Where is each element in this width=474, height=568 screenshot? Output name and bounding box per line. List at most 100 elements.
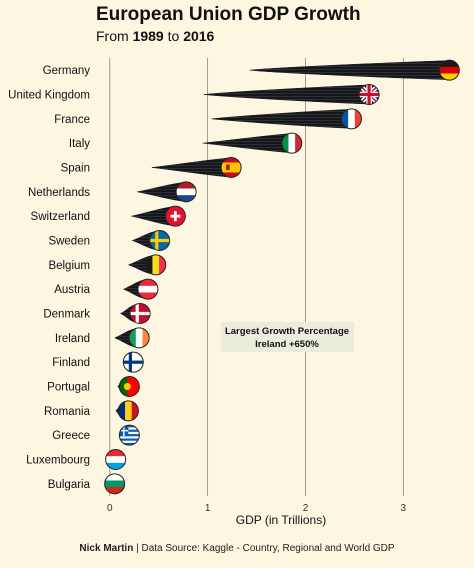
- flag-outline: [220, 157, 242, 178]
- flag-body: [145, 254, 166, 275]
- flag-stripe: [129, 327, 137, 348]
- flag-stripe: [176, 181, 197, 189]
- country-label-bulgaria: Bulgaria: [48, 479, 91, 491]
- caption-source: | Data Source: Kaggle - Country, Regiona…: [133, 543, 395, 554]
- ireland-flag-icon: [128, 327, 150, 349]
- annotation-line-2: Ireland +650%: [255, 339, 319, 350]
- flag-body: [359, 84, 380, 105]
- flag-body: [149, 230, 170, 251]
- flag-cross-h: [149, 238, 170, 243]
- caption-author: Nick Martin: [79, 543, 134, 554]
- sweden-flag-icon: [149, 230, 171, 251]
- spain-flag-icon: [220, 157, 242, 178]
- flag-stripe: [104, 480, 125, 488]
- germany-flag-icon: [438, 59, 460, 81]
- flag-stripe: [119, 442, 140, 446]
- bar-germany: [249, 60, 450, 80]
- flag-body: [341, 108, 362, 129]
- netherlands-flag-icon: [175, 181, 197, 203]
- country-label-denmark: Denmark: [43, 309, 90, 321]
- bar-france: [211, 109, 352, 129]
- flag-stripe: [118, 400, 126, 421]
- flag-stripe: [137, 292, 158, 300]
- flag-cross-h: [123, 360, 144, 364]
- country-label-greece: Greece: [52, 430, 90, 442]
- flag-outline: [145, 254, 167, 276]
- flag-stripe: [119, 427, 140, 430]
- flag-outline: [175, 181, 197, 203]
- flag-body: [104, 473, 125, 494]
- country-label-switzerland: Switzerland: [31, 211, 90, 223]
- flag-stripe: [145, 254, 153, 275]
- flag-outline: [118, 376, 140, 397]
- italy-flag-icon: [281, 132, 303, 154]
- subtitle-end-year: 2016: [183, 28, 215, 44]
- flag-stripe: [221, 172, 242, 178]
- country-label-italy: Italy: [69, 138, 90, 150]
- flag-stripe: [119, 425, 140, 428]
- flag-body: [176, 181, 197, 202]
- flag-outline: [129, 303, 151, 324]
- flag-body: [119, 425, 140, 446]
- flag-cross-red: [359, 92, 380, 97]
- country-label-belgium: Belgium: [48, 260, 90, 272]
- annotation-box: Largest Growth Percentage Ireland +650%: [221, 322, 354, 352]
- denmark-flag-icon: [129, 303, 151, 324]
- flag-outline: [104, 473, 126, 495]
- flag-stripe: [348, 108, 356, 129]
- flag-stripe: [152, 254, 160, 275]
- x-tick-label: 0: [107, 503, 113, 514]
- bar-spain: [151, 157, 232, 178]
- annotation-background: [221, 322, 354, 352]
- flag-stripe: [295, 133, 302, 154]
- flag-cross-h: [130, 311, 151, 316]
- country-label-finland: Finland: [52, 357, 90, 369]
- flag-body: [439, 60, 460, 81]
- uk-flag-icon: [358, 84, 380, 105]
- flag-outline: [438, 59, 460, 81]
- subtitle-start-year: 1989: [132, 28, 164, 44]
- flag-stripe: [119, 436, 140, 439]
- flag-emblem: [226, 164, 230, 170]
- country-labels: Germany United Kingdom France Italy Spain Net…: [8, 65, 90, 491]
- flag-outline: [137, 278, 159, 300]
- chart-subtitle: From 1989 to 2016: [96, 28, 214, 44]
- annotation-line-1: Largest Growth Percentage: [225, 326, 349, 337]
- country-label-austria: Austria: [54, 284, 90, 296]
- flag-body: [165, 206, 186, 227]
- bar-italy: [202, 133, 293, 153]
- flag-outline: [118, 424, 140, 446]
- country-label-germany: Germany: [43, 65, 91, 77]
- country-label-portugal: Portugal: [47, 382, 90, 394]
- flag-stripe: [105, 456, 126, 464]
- country-label-sweden: Sweden: [48, 236, 90, 248]
- flag-outline: [340, 108, 362, 130]
- switzerland-flag-icon: [164, 205, 186, 227]
- flag-outline: [105, 449, 127, 470]
- flag-body: [129, 327, 150, 348]
- flag-stripe: [439, 66, 460, 74]
- flag-outline: [164, 205, 186, 227]
- flag-stripe: [131, 400, 139, 421]
- x-tick-label: 3: [401, 503, 407, 514]
- flag-stripe: [119, 434, 140, 437]
- luxembourg-flag-icon: [105, 449, 127, 470]
- france-flag-icon: [340, 108, 362, 130]
- flag-body: [137, 279, 158, 300]
- flag-field-green: [119, 376, 128, 397]
- country-label-romania: Romania: [44, 406, 91, 418]
- chart-title: European Union GDP Growth: [96, 4, 361, 25]
- country-label-netherlands: Netherlands: [28, 187, 90, 199]
- romania-flag-icon: [117, 400, 139, 422]
- flag-stripe: [125, 400, 133, 421]
- grid-lines: [109, 58, 404, 496]
- x-axis-label: GDP (in Trillions): [236, 513, 326, 527]
- x-axis: 0 1 2 3: [107, 503, 407, 514]
- flag-stripe: [119, 438, 140, 442]
- flag-stripe: [142, 327, 150, 348]
- flag-stripe: [288, 133, 296, 154]
- subtitle-prefix: From: [96, 28, 133, 44]
- flag-outline: [281, 132, 303, 154]
- finland-flag-icon: [122, 351, 144, 373]
- austria-flag-icon: [137, 278, 159, 300]
